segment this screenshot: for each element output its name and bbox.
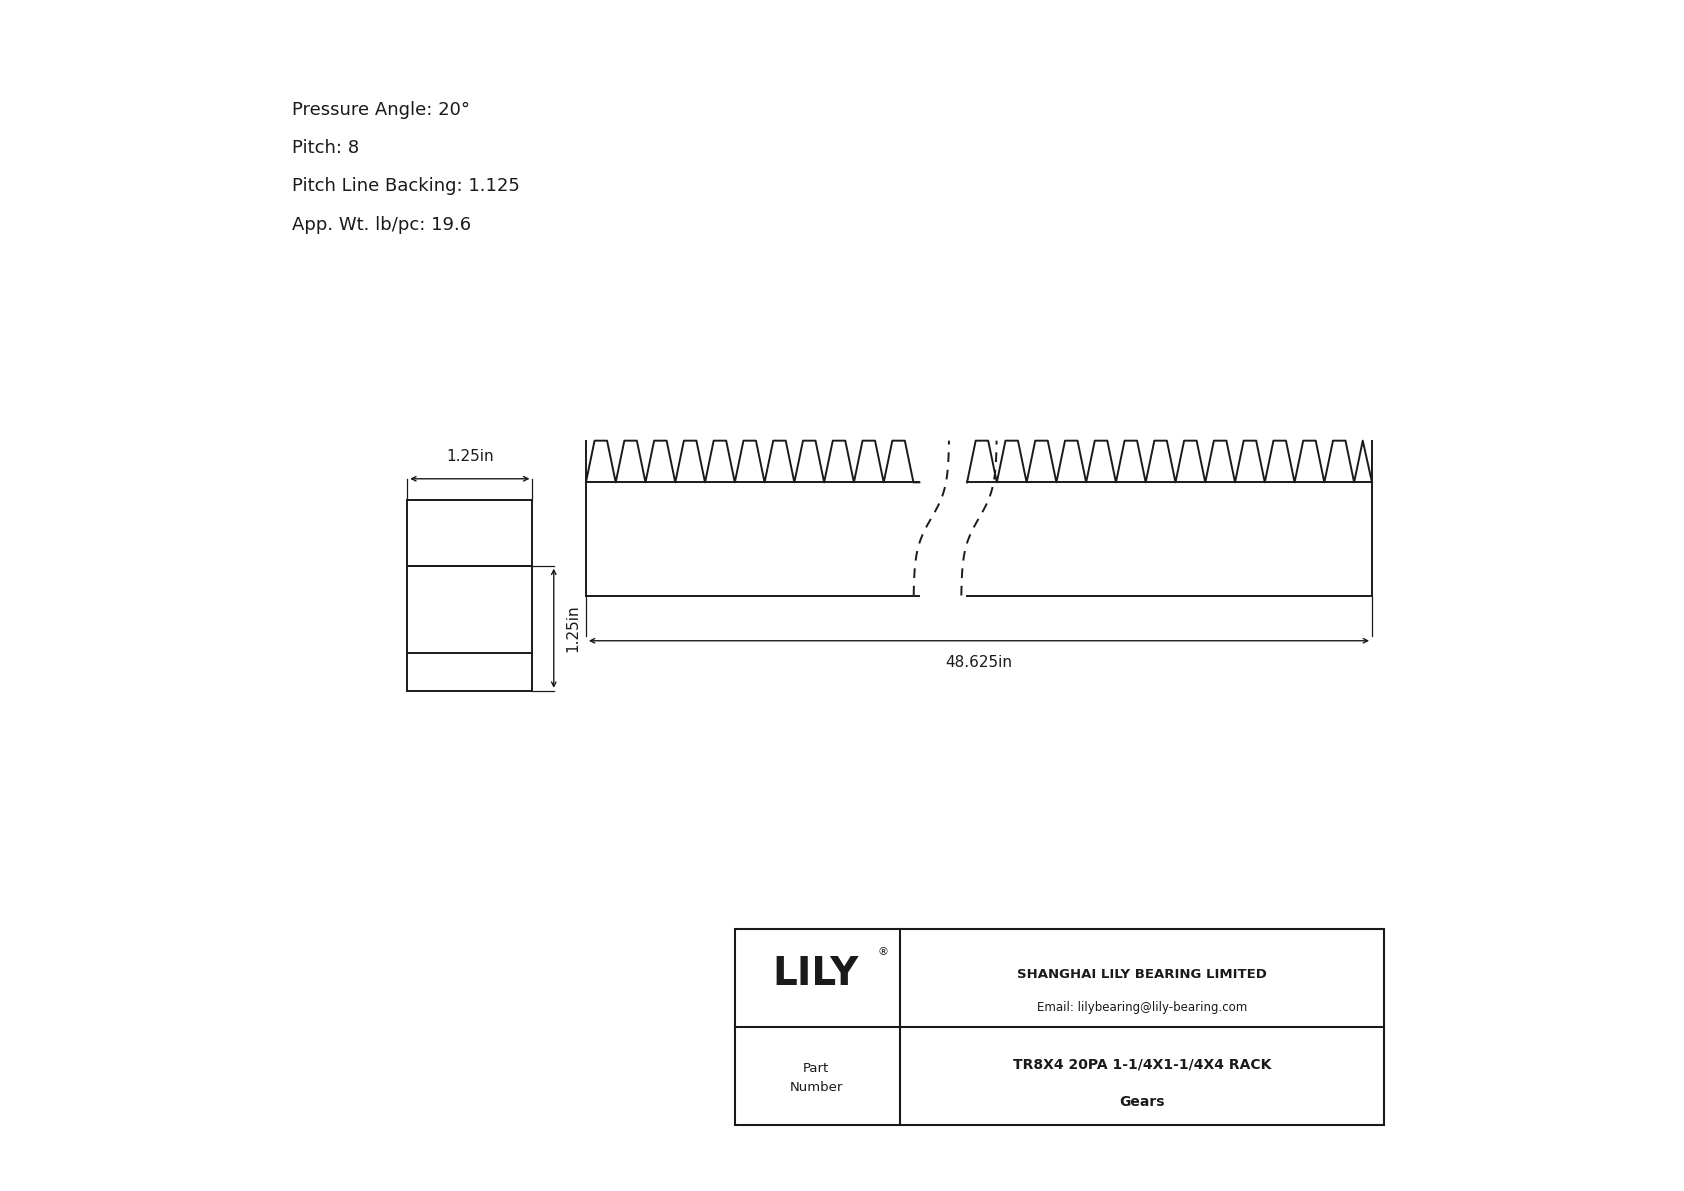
Text: SHANGHAI LILY BEARING LIMITED: SHANGHAI LILY BEARING LIMITED <box>1017 967 1266 980</box>
Bar <box>734 929 1384 1125</box>
Text: App. Wt. lb/pc: 19.6: App. Wt. lb/pc: 19.6 <box>291 216 472 233</box>
Text: 1.25in: 1.25in <box>446 449 493 464</box>
Text: Email: lilybearing@lily-bearing.com: Email: lilybearing@lily-bearing.com <box>1037 1002 1248 1014</box>
Bar <box>408 566 532 691</box>
Bar <box>408 500 532 566</box>
Text: Gears: Gears <box>1120 1095 1165 1109</box>
Text: 1.25in: 1.25in <box>566 605 581 651</box>
Text: Part
Number: Part Number <box>790 1062 842 1095</box>
Text: 48.625in: 48.625in <box>945 655 1012 671</box>
Text: Pitch: 8: Pitch: 8 <box>291 139 359 157</box>
Text: ®: ® <box>877 948 889 958</box>
Text: LILY: LILY <box>773 955 859 993</box>
Text: Pitch Line Backing: 1.125: Pitch Line Backing: 1.125 <box>291 177 520 195</box>
Text: TR8X4 20PA 1-1/4X1-1/4X4 RACK: TR8X4 20PA 1-1/4X1-1/4X4 RACK <box>1014 1058 1271 1072</box>
Text: Pressure Angle: 20°: Pressure Angle: 20° <box>291 101 470 119</box>
